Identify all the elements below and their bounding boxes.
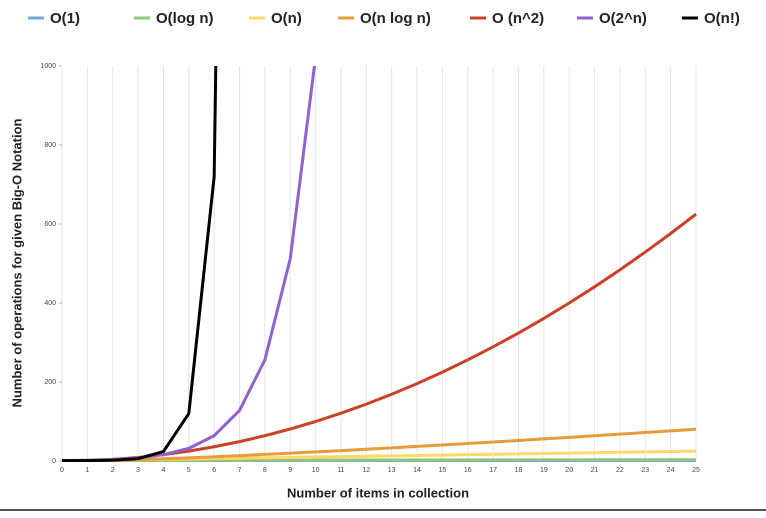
grid: 0 1 2 3 4 5 6 7 8 9 10 11 12 13 14 15 16 17 18 19 20 21 22 23 24… xyxy=(40,63,700,474)
x-tick-label: 5 xyxy=(187,467,191,474)
x-tick-label: 17 xyxy=(489,467,497,474)
x-tick-label: 21 xyxy=(591,467,599,474)
x-tick-label: 10 xyxy=(312,467,320,474)
x-tick-label: 24 xyxy=(667,467,675,474)
x-tick-label: 11 xyxy=(337,467,344,474)
x-tick-label: 8 xyxy=(263,467,267,474)
x-tick-label: 4 xyxy=(161,467,165,474)
y-axis-label: Number of operations for given Big-O Not… xyxy=(9,118,24,407)
y-tick-label: 600 xyxy=(44,221,56,228)
x-tick-label: 12 xyxy=(362,467,370,474)
plot xyxy=(62,66,697,462)
x-tick-label: 15 xyxy=(439,467,447,474)
legend-label: O (n^2) xyxy=(492,10,544,27)
x-tick-label: 25 xyxy=(692,467,700,474)
legend-label: O(1) xyxy=(50,10,80,27)
x-tick-label: 6 xyxy=(212,467,216,474)
x-tick-label: 18 xyxy=(515,467,523,474)
y-tick-label: 0 xyxy=(52,458,56,465)
x-tick-label: 3 xyxy=(136,467,140,474)
x-tick-label: 2 xyxy=(111,467,115,474)
legend-label: O(n!) xyxy=(704,10,740,27)
legend-label: O(n) xyxy=(271,10,302,27)
series-line xyxy=(62,212,697,462)
y-tick-label: 200 xyxy=(44,379,56,386)
x-tick-label: 1 xyxy=(85,467,89,474)
legend-label: O(log n) xyxy=(156,10,213,27)
x-tick-label: 9 xyxy=(288,467,292,474)
y-tick-label: 400 xyxy=(44,300,56,307)
series-line xyxy=(87,427,697,462)
y-tick-label: 800 xyxy=(44,142,56,149)
x-tick-label: 14 xyxy=(413,467,421,474)
x-tick-label: 13 xyxy=(388,467,396,474)
legend-label: O(n log n) xyxy=(360,10,431,27)
x-tick-label: 23 xyxy=(641,467,649,474)
x-tick-label: 22 xyxy=(616,467,624,474)
legend: O(1) O(log n) O(n) O(n log n) O (n^2) O(2^n) O… xyxy=(28,10,740,27)
x-axis-label: Number of items in collection xyxy=(287,485,469,500)
x-tick-label: 0 xyxy=(60,467,64,474)
series-line xyxy=(62,66,218,462)
y-tick-label: 1000 xyxy=(40,63,56,70)
x-tick-label: 7 xyxy=(238,467,242,474)
x-tick-label: 16 xyxy=(464,467,472,474)
x-tick-label: 19 xyxy=(540,467,548,474)
x-tick-label: 20 xyxy=(565,467,573,474)
legend-label: O(2^n) xyxy=(599,10,647,27)
